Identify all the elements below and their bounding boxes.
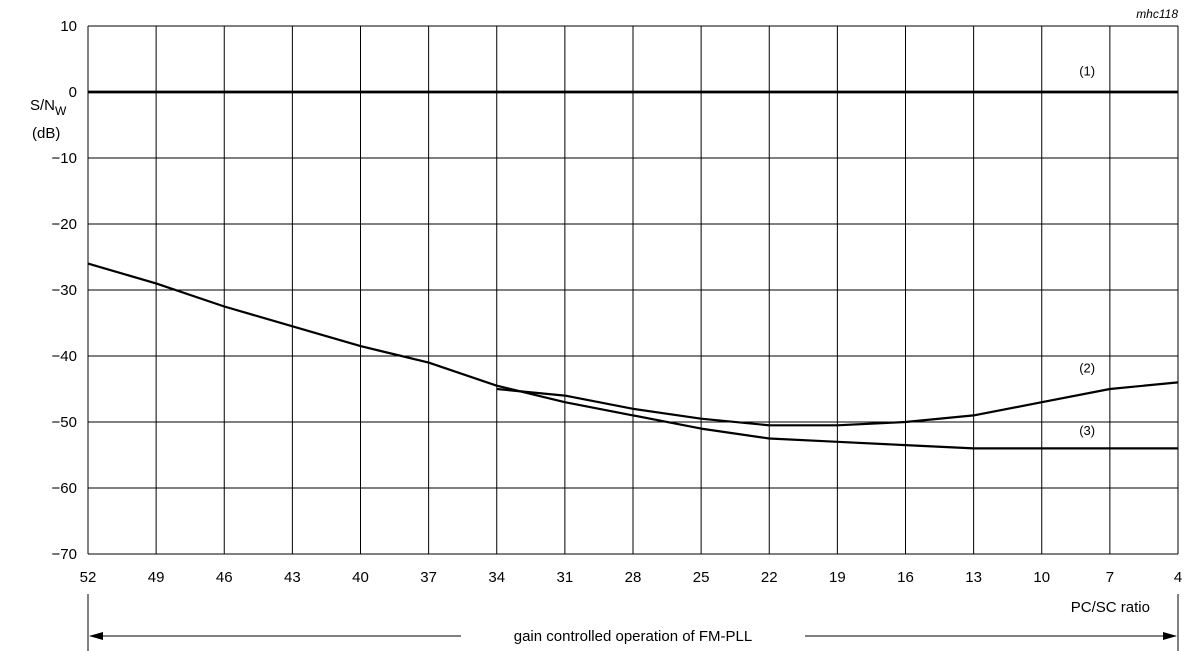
x-tick-label: 52 [80,569,97,586]
y-tick-label: 0 [69,84,77,101]
x-tick-label: 43 [284,569,301,586]
y-tick-label: −70 [52,546,77,563]
x-axis-label: PC/SC ratio [1071,599,1150,616]
y-tick-label: −30 [52,282,77,299]
arrow-left-icon [89,632,103,640]
x-tick-label: 10 [1033,569,1050,586]
grid [87,25,1179,555]
series-label: (3) [1079,423,1095,438]
series-lines [87,90,1179,450]
range-label: gain controlled operation of FM-PLL [514,628,752,645]
x-tick-label: 4 [1174,569,1182,586]
x-tick-label: 25 [693,569,710,586]
x-tick-labels: 52 49 46 43 40 37 34 31 28 25 22 19 16 13 10 7 4 [80,569,1183,586]
x-tick-label: 46 [216,569,233,586]
y-tick-label: −50 [52,414,77,431]
x-tick-label: 22 [761,569,778,586]
y-tick-label: −40 [52,348,77,365]
series-label: (1) [1079,64,1095,79]
y-axis-label-main: S/N [30,97,55,114]
y-axis-unit: (dB) [32,125,60,142]
x-tick-label: 7 [1106,569,1114,586]
x-tick-label: 19 [829,569,846,586]
y-tick-label: −20 [52,216,77,233]
y-axis-label-subscript: W [55,104,67,118]
figure-id: mhc118 [1136,7,1178,21]
series-labels: (1) (2) (3) [1079,64,1095,439]
range-annotation: gain controlled operation of FM-PLL [87,594,1179,651]
x-tick-label: 34 [488,569,505,586]
x-tick-label: 49 [148,569,165,586]
x-tick-label: 13 [965,569,982,586]
arrow-right-icon [1163,632,1177,640]
y-tick-label: −10 [52,150,77,167]
x-tick-label: 16 [897,569,914,586]
series-label: (2) [1079,361,1095,376]
y-tick-label: −60 [52,480,77,497]
y-tick-label: 10 [60,18,77,35]
x-tick-label: 28 [625,569,642,586]
series-line [496,381,1179,427]
y-axis-label: S/NW [30,97,67,118]
x-tick-label: 37 [420,569,437,586]
x-tick-label: 40 [352,569,369,586]
x-tick-label: 31 [557,569,574,586]
series-line [87,262,1178,450]
y-tick-labels: 10 0 −10 −20 −30 −40 −50 −60 −70 [52,18,77,563]
